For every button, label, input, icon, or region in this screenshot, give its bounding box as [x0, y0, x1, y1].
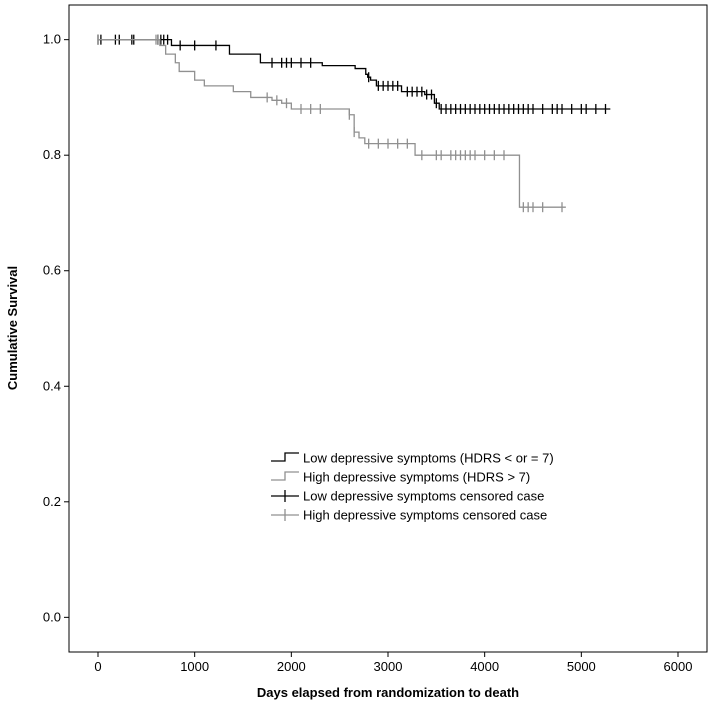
y-axis-title: Cumulative Survival [5, 266, 20, 390]
survival-line-series-2 [98, 39, 566, 208]
x-tick-label: 6000 [664, 659, 693, 674]
survival-curves [97, 34, 611, 213]
y-axis: 0.0 0.2 0.4 0.6 0.8 1.0 [43, 32, 69, 624]
legend-label: Low depressive symptoms (HDRS < or = 7) [303, 451, 554, 466]
y-tick-label: 0.0 [43, 609, 61, 624]
y-tick-label: 1.0 [43, 32, 61, 47]
legend-label: High depressive symptoms (HDRS > 7) [303, 470, 530, 485]
x-tick-label: 3000 [374, 659, 403, 674]
legend-label: Low depressive symptoms censored case [303, 489, 544, 504]
y-tick-label: 0.4 [43, 378, 61, 393]
x-tick-label: 2000 [277, 659, 306, 674]
x-tick-label: 5000 [567, 659, 596, 674]
x-axis-title: Days elapsed from randomization to death [257, 685, 519, 700]
x-tick-label: 1000 [180, 659, 209, 674]
plot-frame [68, 4, 708, 653]
survival-line-series-1 [98, 39, 611, 110]
x-tick-label: 4000 [470, 659, 499, 674]
y-tick-label: 0.6 [43, 263, 61, 278]
legend: Low depressive symptoms (HDRS < or = 7) H… [271, 451, 554, 523]
legend-swatch [271, 452, 299, 462]
y-tick-label: 0.2 [43, 494, 61, 509]
x-axis: 0 1000 2000 3000 4000 5000 6000 [94, 652, 692, 674]
y-tick-label: 0.8 [43, 147, 61, 162]
x-tick-label: 0 [94, 659, 101, 674]
legend-swatch [271, 471, 299, 481]
legend-label: High depressive symptoms censored case [303, 508, 547, 523]
